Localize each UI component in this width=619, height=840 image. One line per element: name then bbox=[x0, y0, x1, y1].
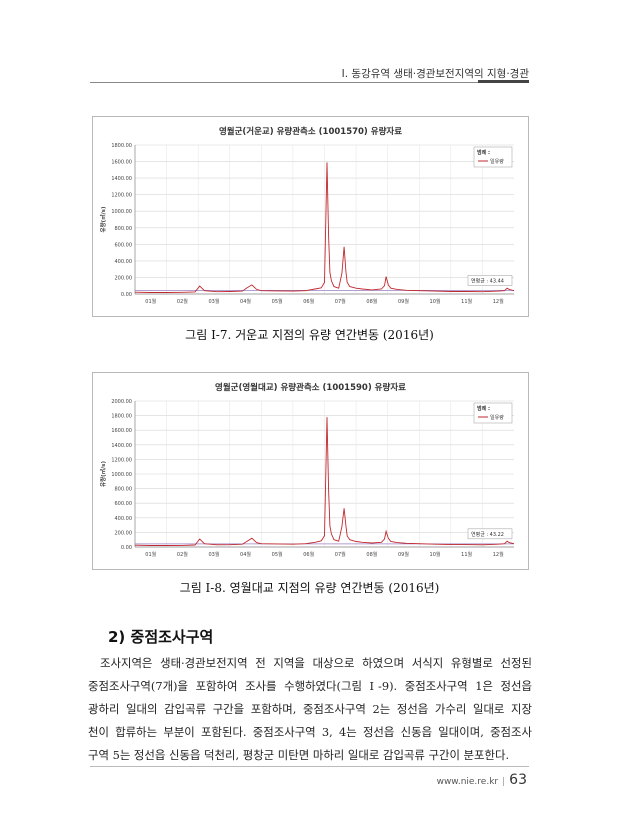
x-tick-label: 02월 bbox=[177, 298, 188, 305]
mean-annotation-box bbox=[467, 528, 513, 540]
chart-legend: 범례 :일유량 bbox=[473, 146, 513, 168]
y-tick-label: 600.00 bbox=[115, 501, 133, 507]
y-tick-label: 1400.00 bbox=[111, 443, 132, 449]
body-paragraph: 조사지역은 생태·경관보전지역 전 지역을 대상으로 하였으며 서식지 유형별로… bbox=[88, 652, 532, 767]
y-tick-label: 1400.00 bbox=[111, 176, 132, 182]
mean-annotation-box bbox=[467, 275, 513, 286]
legend-box bbox=[473, 146, 513, 168]
page-number: 63 bbox=[509, 772, 527, 788]
figure-2: 영월군(영월대교) 유량관측소 (1001590) 유량자료 0.00 200.00… bbox=[92, 372, 529, 570]
y-tick-label: 200.00 bbox=[115, 275, 133, 281]
x-tick-label: 05월 bbox=[272, 551, 283, 558]
series-line-daily-flow bbox=[134, 162, 515, 293]
footer: www.nie.re.kr | 63 bbox=[437, 772, 527, 788]
x-tick-label: 06월 bbox=[303, 551, 314, 558]
y-axis-label: 유량(㎥/s) bbox=[99, 206, 107, 232]
header-rule bbox=[90, 82, 529, 83]
footer-rule bbox=[90, 766, 529, 767]
x-tick-label: 02월 bbox=[177, 551, 188, 558]
chart-title: 영월군(거운교) 유량관측소 (1001570) 유량자료 bbox=[219, 126, 402, 137]
series-line-daily-flow bbox=[134, 417, 515, 546]
chart-legend: 범례 :일유량 bbox=[473, 402, 513, 424]
footer-separator: | bbox=[502, 777, 506, 787]
y-tick-label: 600.00 bbox=[115, 242, 133, 248]
y-tick-label: 1000.00 bbox=[111, 472, 132, 478]
flow-chart-yeongwol: 영월군(영월대교) 유량관측소 (1001590) 유량자료 0.00 200.00… bbox=[99, 382, 515, 558]
x-tick-label: 08월 bbox=[366, 298, 377, 305]
x-tick-label: 12월 bbox=[493, 298, 504, 305]
x-tick-label: 09월 bbox=[398, 298, 409, 305]
chart-title: 영월군(영월대교) 유량관측소 (1001590) 유량자료 bbox=[215, 382, 406, 393]
x-tick-label: 03월 bbox=[208, 551, 219, 558]
x-tick-label: 01월 bbox=[145, 551, 156, 558]
body-line: 구역 5는 정선읍 신동읍 덕천리, 평창군 미탄면 마하리 일대로 감입곡류 … bbox=[88, 748, 510, 762]
y-tick-label: 800.00 bbox=[115, 487, 133, 493]
y-tick-label: 2000.00 bbox=[111, 399, 132, 405]
body-line: 조사지역은 생태·경관보전지역 전 지역을 대상으로 하였으며 서식지 유형별로… bbox=[100, 656, 532, 670]
x-tick-label: 08월 bbox=[366, 551, 377, 558]
legend-box bbox=[473, 402, 513, 424]
body-line: 중점조사구역(7개)을 포함하여 조사를 수행하였다(그림 Ⅰ-9). 중점조사… bbox=[88, 679, 532, 693]
x-tick-label: 07월 bbox=[335, 298, 346, 305]
x-tick-label: 07월 bbox=[335, 551, 346, 558]
y-tick-label: 200.00 bbox=[115, 530, 133, 536]
y-tick-label: 1200.00 bbox=[111, 457, 132, 463]
x-tick-label: 03월 bbox=[208, 298, 219, 305]
x-tick-label: 10월 bbox=[430, 298, 441, 305]
running-header: I. 동강유역 생태·경관보전지역의 지형·경관 bbox=[341, 68, 529, 80]
body-line: 광하리 일대의 감입곡류 구간을 포함하며, 중점조사구역 2는 정선읍 가수리… bbox=[88, 702, 532, 716]
y-tick-label: 0.00 bbox=[121, 292, 132, 298]
y-tick-label: 0.00 bbox=[121, 545, 132, 551]
mean-annotation: 연평균 : 43.22 bbox=[471, 531, 504, 538]
x-tick-label: 04월 bbox=[240, 551, 251, 558]
x-tick-label: 05월 bbox=[272, 298, 283, 305]
y-tick-label: 1800.00 bbox=[111, 143, 132, 149]
section-heading: 2) 중점조사구역 bbox=[108, 628, 214, 646]
figure-1-caption: 그림 Ⅰ-7. 거운교 지점의 유량 연간변동 (2016년) bbox=[185, 328, 434, 342]
y-tick-label: 1600.00 bbox=[111, 428, 132, 434]
x-tick-label: 09월 bbox=[398, 551, 409, 558]
flow-chart-geoun: 영월군(거운교) 유량관측소 (1001570) 유량자료 0.00 200.00 4… bbox=[99, 126, 515, 305]
legend-title: 범례 : bbox=[477, 405, 490, 412]
x-tick-label: 06월 bbox=[303, 298, 314, 305]
y-tick-label: 1000.00 bbox=[111, 209, 132, 215]
legend-label: 일유량 bbox=[490, 158, 504, 165]
figure-1: 영월군(거운교) 유량관측소 (1001570) 유량자료 0.00 200.00 4… bbox=[92, 116, 529, 317]
y-tick-label: 1800.00 bbox=[111, 414, 132, 420]
x-tick-label: 11월 bbox=[461, 551, 472, 558]
y-tick-label: 400.00 bbox=[115, 516, 133, 522]
y-tick-label: 400.00 bbox=[115, 259, 133, 265]
y-axis-label: 유량(㎥/s) bbox=[99, 461, 107, 487]
legend-label: 일유량 bbox=[490, 414, 504, 421]
x-tick-label: 04월 bbox=[240, 298, 251, 305]
x-tick-label: 01월 bbox=[145, 298, 156, 305]
x-tick-label: 11월 bbox=[461, 298, 472, 305]
footer-url: www.nie.re.kr bbox=[436, 777, 499, 787]
x-tick-label: 12월 bbox=[493, 551, 504, 558]
legend-title: 범례 : bbox=[477, 149, 490, 156]
mean-annotation: 연평균 : 43.44 bbox=[471, 277, 504, 284]
body-line: 천이 합류하는 부분이 포함된다. 중점조사구역 3, 4는 정선읍 신동읍 일… bbox=[88, 725, 532, 739]
y-tick-label: 800.00 bbox=[115, 226, 133, 232]
x-tick-label: 10월 bbox=[430, 551, 441, 558]
header-accent-bar bbox=[478, 80, 529, 83]
y-tick-label: 1600.00 bbox=[111, 160, 132, 166]
y-tick-label: 1200.00 bbox=[111, 193, 132, 199]
figure-2-caption: 그림 Ⅰ-8. 영월대교 지점의 유량 연간변동 (2016년) bbox=[179, 581, 440, 595]
